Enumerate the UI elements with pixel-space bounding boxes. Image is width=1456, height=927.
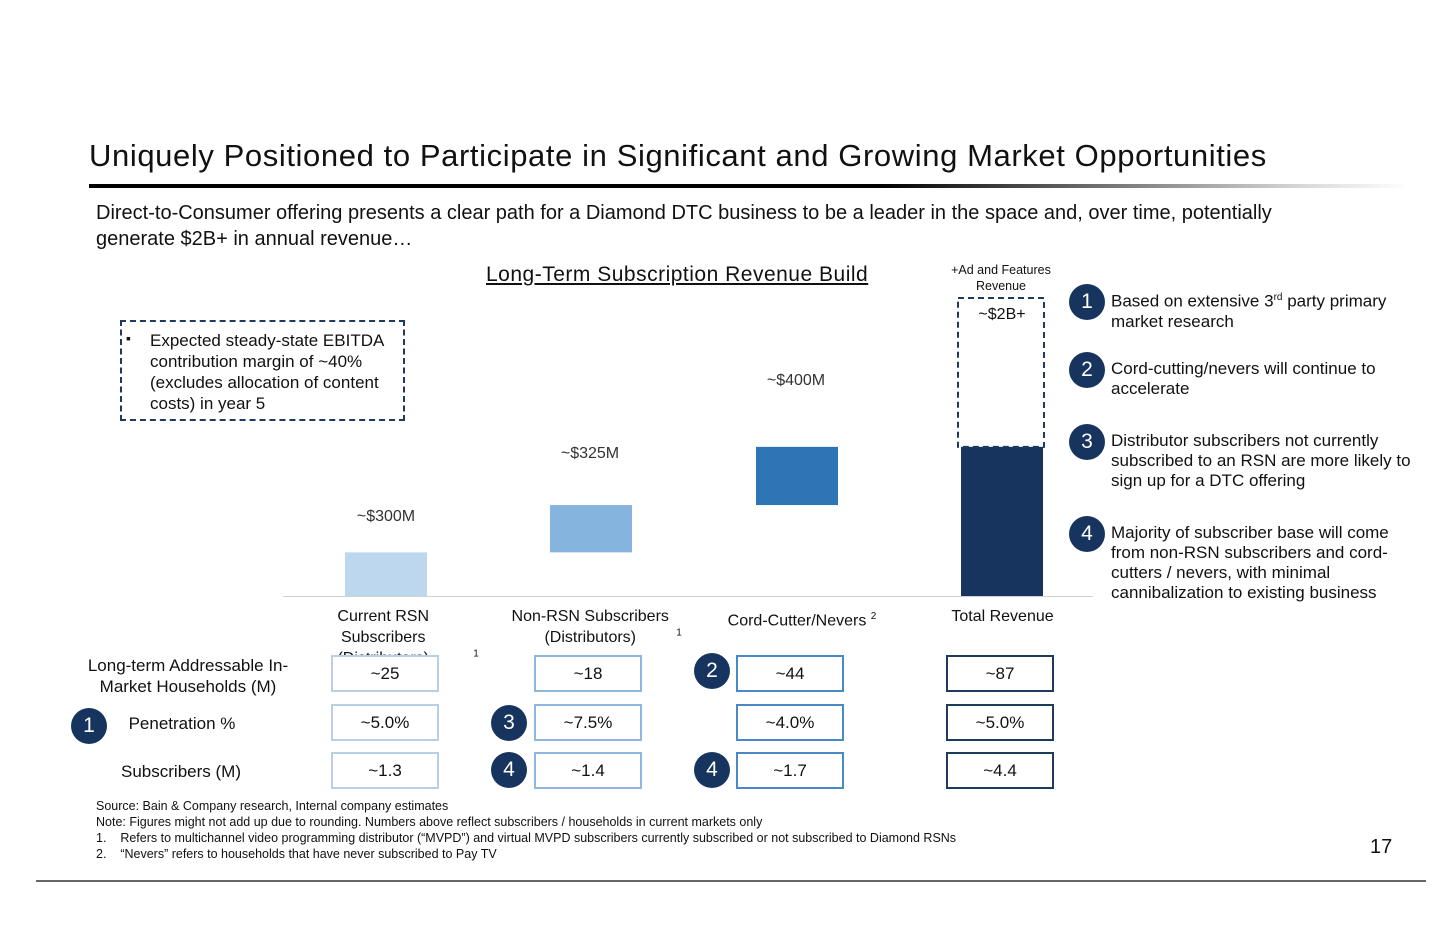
ebitda-callout-text: Expected steady-state EBITDA contributio…: [150, 331, 384, 413]
badge-4-icon: 4: [694, 752, 730, 788]
footnote-2: 2. “Nevers” refers to households that ha…: [96, 847, 497, 861]
note-badge-4-icon: 4: [1069, 516, 1105, 552]
table-cell: ~25: [331, 655, 439, 692]
footnote-source: Source: Bain & Company research, Interna…: [96, 799, 449, 813]
table-cell: ~7.5%: [534, 704, 642, 741]
table-cell: ~1.4: [534, 752, 642, 789]
row-label-subscribers: Subscribers (M): [121, 762, 241, 781]
ebitda-callout-box: [120, 320, 405, 421]
footnote-note: Note: Figures might not add up due to ro…: [96, 815, 763, 829]
note-badge-3-icon: 3: [1069, 424, 1105, 460]
note-1-text: Based on extensive 3rd party primary mar…: [1111, 291, 1387, 331]
row-label-households: Long-term Addressable In-Market Househol…: [87, 656, 289, 696]
note-badge-2-icon: 2: [1069, 352, 1105, 388]
footnote-marker: 1: [473, 648, 479, 660]
bar-non-rsn: [550, 505, 632, 553]
waterfall-chart: [345, 297, 1045, 596]
bar-total-revenue: [961, 446, 1043, 596]
note-4-text: Majority of subscriber base will come fr…: [1111, 523, 1389, 602]
bar-current-rsn: [345, 552, 427, 596]
note-badge-1-icon: 1: [1069, 284, 1105, 320]
table-cell: ~4.0%: [736, 704, 844, 741]
table-cell: ~1.7: [736, 752, 844, 789]
table-cell: ~5.0%: [331, 704, 439, 741]
data-label-total: ~$2B+: [978, 306, 1026, 323]
note-3-text: Distributor subscribers not currently su…: [1111, 431, 1411, 490]
data-label-current-rsn: ~$300M: [356, 508, 416, 525]
table-cell: ~87: [946, 655, 1054, 692]
category-label-total: Total Revenue: [951, 608, 1054, 625]
table-cell: ~1.3: [331, 752, 439, 789]
title-divider: [89, 184, 1409, 188]
row-label-penetration: Penetration %: [128, 714, 236, 733]
table-cell: ~4.4: [946, 752, 1054, 789]
badge-2-icon: 2: [694, 653, 730, 689]
table-cell: ~18: [534, 655, 642, 692]
bar-ad-features-dashed: [957, 297, 1045, 448]
category-label-cord-cutter: Cord-Cutter/Nevers 2: [727, 611, 877, 630]
badge-3-icon: 3: [491, 705, 527, 741]
table-cell: ~5.0%: [946, 704, 1054, 741]
table-cell: ~44: [736, 655, 844, 692]
data-label-non-rsn: ~$325M: [560, 445, 620, 462]
bar-cord-cutter: [756, 446, 838, 506]
ad-features-label: +Ad and Features Revenue: [951, 263, 1051, 293]
page-title: Uniquely Positioned to Participate in Si…: [89, 138, 1267, 173]
badge-1-icon: 1: [71, 708, 107, 744]
bullet-icon: ▪: [126, 330, 131, 346]
data-label-cord-cutter: ~$400M: [766, 372, 826, 389]
bottom-divider: [36, 880, 1426, 882]
chart-title: Long-Term Subscription Revenue Build: [486, 263, 869, 286]
category-label-non-rsn: Non-RSN Subscribers (Distributors) 1: [511, 608, 682, 646]
note-2-text: Cord-cutting/nevers will continue to acc…: [1111, 359, 1376, 398]
footnote-1: 1. Refers to multichannel video programm…: [96, 831, 957, 845]
page-number: 17: [1370, 836, 1393, 858]
subtitle: Direct-to-Consumer offering presents a c…: [96, 202, 1272, 250]
chart-baseline: [283, 596, 1093, 597]
badge-4-icon: 4: [491, 752, 527, 788]
footnote-marker: 2: [870, 611, 877, 622]
footnote-marker: 1: [676, 627, 682, 639]
